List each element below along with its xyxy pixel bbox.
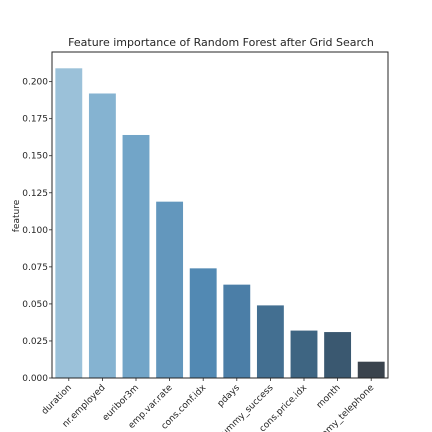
bar-pdays — [223, 284, 251, 378]
bars — [55, 68, 385, 379]
bar-nr-employed — [88, 93, 116, 378]
chart-title: Feature importance of Random Forest afte… — [68, 36, 374, 49]
y-tick-label: 0.100 — [22, 226, 48, 236]
y-tick-label: 0.000 — [22, 374, 48, 384]
plot-frame — [51, 51, 389, 379]
y-tick-label: 0.175 — [22, 115, 48, 125]
bar-euribor3m — [122, 134, 150, 378]
y-tick-label: 0.200 — [22, 78, 48, 88]
x-tick-label: month — [315, 383, 343, 411]
bar-dummy-telephone — [357, 361, 385, 378]
y-axis-ticks: 0.000 0.025 0.050 0.075 0.100 0.125 0.150 0.175… — [22, 78, 52, 384]
bar-cons-price-idx — [290, 330, 318, 378]
x-tick-label: duration — [40, 383, 74, 417]
y-tick-label: 0.050 — [22, 300, 48, 310]
x-tick-label: pdays — [216, 383, 242, 409]
y-tick-label: 0.125 — [22, 189, 48, 199]
bar-duration — [55, 68, 83, 379]
bar-month — [324, 332, 352, 378]
bar-cons-conf-idx — [189, 268, 217, 378]
y-tick-label: 0.075 — [22, 263, 48, 273]
y-axis-label: feature — [12, 199, 22, 232]
y-tick-label: 0.025 — [22, 337, 48, 347]
bar-dummy-success — [256, 305, 284, 378]
y-tick-label: 0.150 — [22, 152, 48, 162]
bar-emp-var-rate — [156, 201, 184, 378]
x-axis-ticks: durationnr.employedeuribor3memp.var.rate… — [40, 378, 377, 432]
